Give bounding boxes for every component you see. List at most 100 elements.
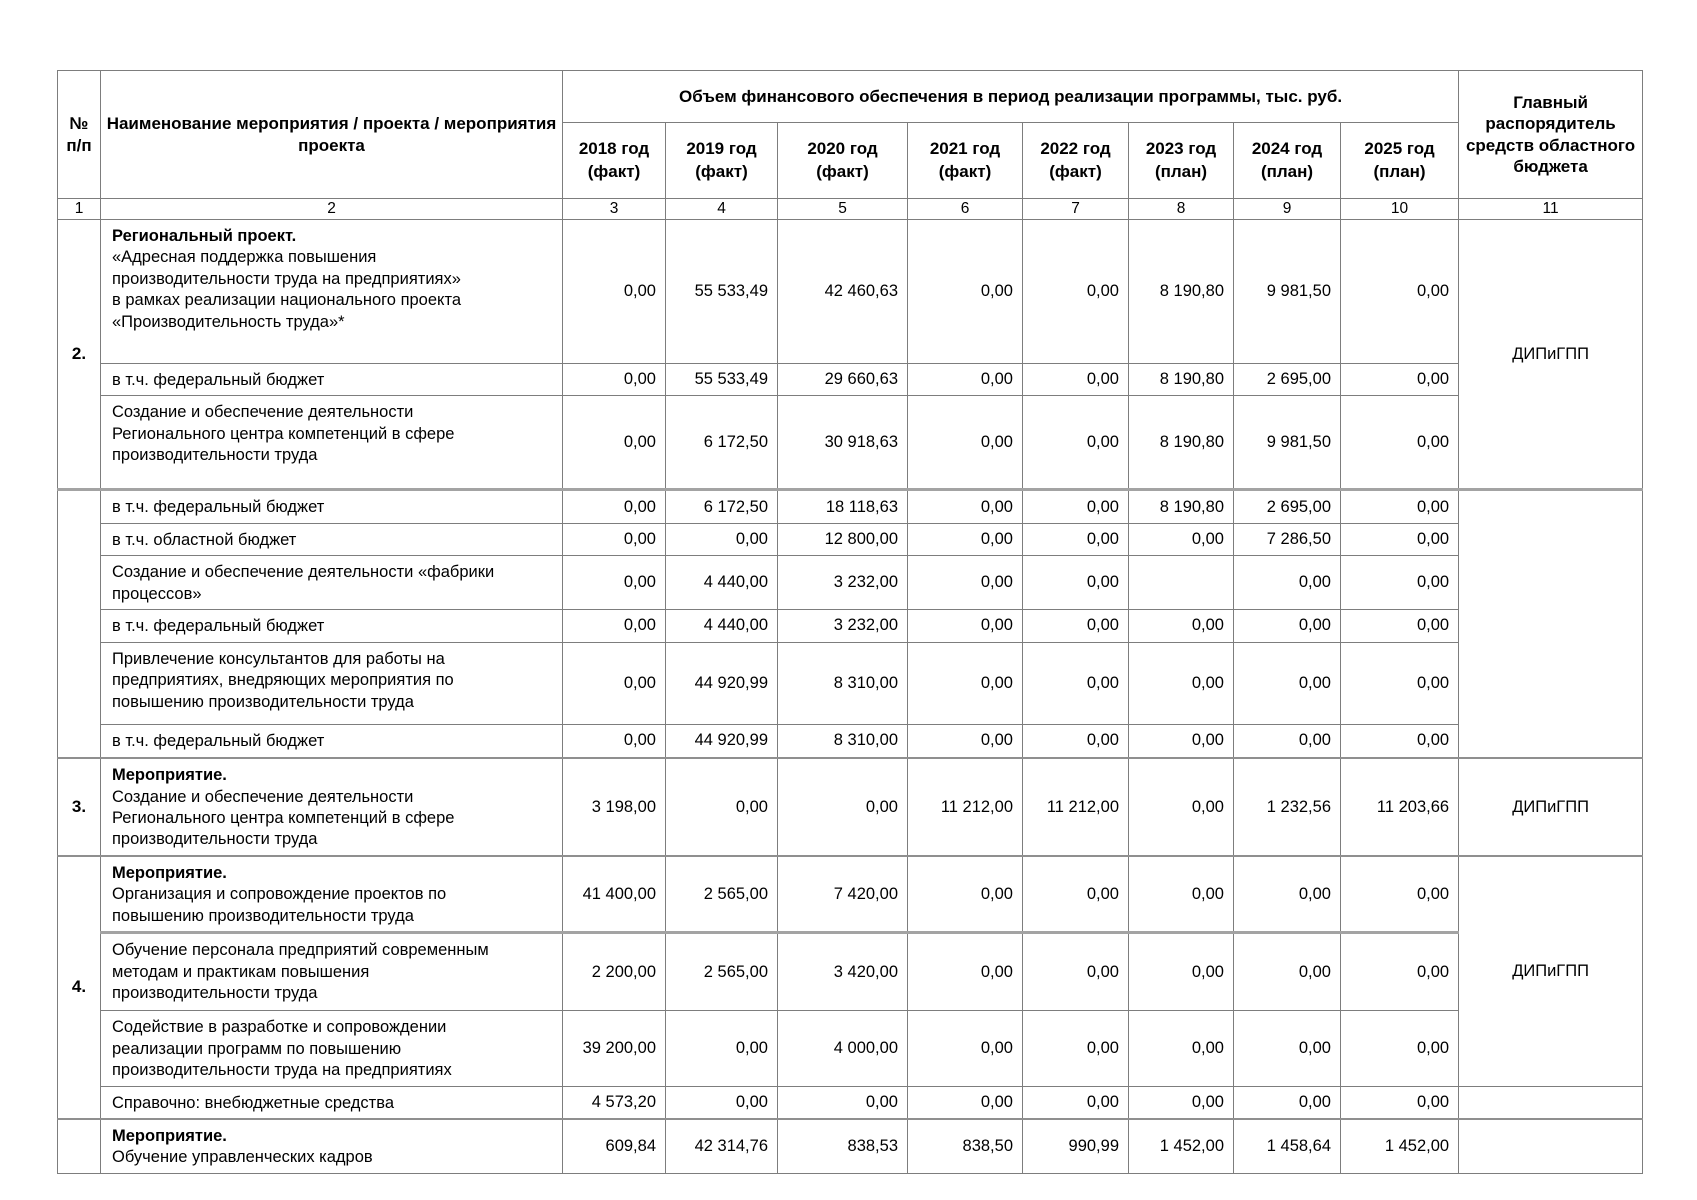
column-index-5: 5 (777, 198, 908, 220)
value-cell: 0,00 (1339, 1010, 1460, 1087)
header-year-2018: 2018 год (факт) (562, 122, 666, 199)
value-cell: 0,00 (665, 1085, 778, 1120)
value-cell: 0,00 (1022, 1085, 1129, 1120)
activity-name: Региональный проект. «Адресная поддержка … (100, 219, 563, 364)
value-cell: 0,00 (1339, 609, 1460, 643)
value-cell: 0,00 (1128, 931, 1234, 1012)
value-cell: 2 695,00 (1233, 488, 1341, 524)
value-cell: 0,00 (1128, 854, 1234, 934)
row-number: 2. (57, 218, 101, 491)
value-cell: 0,00 (1339, 522, 1460, 557)
column-index-3: 3 (562, 198, 666, 220)
column-index-8: 8 (1128, 198, 1234, 220)
value-cell: 0,00 (1022, 641, 1129, 725)
row-number (57, 488, 101, 759)
value-cell: 3 232,00 (777, 555, 908, 611)
activity-name: Обучение персонала предприятий современн… (100, 931, 563, 1012)
value-cell: 0,00 (777, 757, 908, 857)
value-cell: 4 440,00 (665, 555, 778, 611)
value-cell: 8 310,00 (777, 641, 908, 725)
value-cell: 0,00 (907, 488, 1023, 524)
value-cell: 6 172,50 (665, 488, 778, 524)
value-cell: 0,00 (1128, 1010, 1234, 1087)
table-row: в т.ч. областной бюджет 0,00 0,00 12 800,00… (58, 522, 1643, 557)
value-cell: 18 118,63 (777, 488, 908, 524)
value-cell: 0,00 (1022, 219, 1129, 364)
value-cell: 2 565,00 (665, 931, 778, 1012)
value-cell: 0,00 (907, 362, 1023, 397)
value-cell: 55 533,49 (665, 362, 778, 397)
value-cell: 0,00 (1022, 555, 1129, 611)
value-cell: 9 981,50 (1233, 219, 1341, 364)
header-grbs: Главный распорядитель средств областного… (1458, 70, 1644, 199)
value-cell: 0,00 (1339, 362, 1460, 397)
value-cell: 0,00 (665, 757, 778, 857)
activity-name: Содействие в разработке и сопровождении … (100, 1010, 563, 1087)
table-row: Справочно: внебюджетные средства 4 573,20… (58, 1085, 1644, 1120)
value-cell: 1 452,00 (1128, 1117, 1234, 1174)
header-year-2019: 2019 год (факт) (665, 122, 778, 199)
column-index-4: 4 (665, 198, 778, 220)
value-cell: 1 458,64 (1233, 1117, 1341, 1174)
value-cell: 0,00 (1233, 555, 1341, 611)
value-cell: 0,00 (907, 931, 1023, 1012)
value-cell: 0,00 (1128, 641, 1234, 725)
header-year-2025: 2025 год (план) (1339, 122, 1460, 199)
activity-name: Мероприятие. Обучение управленческих кадр… (100, 1117, 563, 1174)
header-finance-group: Объем финансового обеспечения в период р… (561, 70, 1460, 123)
value-cell: 1 452,00 (1339, 1117, 1460, 1174)
value-cell: 3 232,00 (777, 609, 908, 643)
value-cell: 0,00 (1022, 609, 1129, 643)
value-cell: 0,00 (1339, 219, 1460, 364)
value-cell: 4 573,20 (562, 1085, 666, 1120)
value-cell: 41 400,00 (562, 854, 666, 934)
value-cell: 0,00 (1339, 555, 1460, 611)
value-cell: 42 314,76 (665, 1117, 778, 1174)
value-cell: 0,00 (1339, 488, 1460, 524)
value-cell: 2 565,00 (665, 854, 778, 934)
grbs-cell (1458, 1117, 1644, 1174)
row-number: 3. (57, 757, 101, 857)
table-row: Содействие в разработке и сопровождении … (58, 1010, 1643, 1087)
activity-name: Справочно: внебюджетные средства (100, 1085, 563, 1120)
header-row-group: № п/п Наименование мероприятия / проекта… (57, 70, 1644, 199)
value-cell: 0,00 (907, 723, 1023, 759)
value-cell: 0,00 (1339, 854, 1460, 934)
activity-name: в т.ч. областной бюджет (100, 522, 563, 557)
finance-table: № п/п Наименование мероприятия / проекта… (57, 70, 1644, 1174)
value-cell: 0,00 (1233, 931, 1341, 1012)
value-cell: 0,00 (1022, 854, 1129, 934)
value-cell: 0,00 (907, 219, 1023, 364)
value-cell: 0,00 (907, 609, 1023, 643)
table-row: Привлечение консультантов для работы на … (58, 641, 1643, 725)
value-cell: 0,00 (562, 641, 666, 725)
value-cell: 42 460,63 (777, 219, 908, 364)
value-cell: 0,00 (1128, 723, 1234, 759)
value-cell: 0,00 (1022, 488, 1129, 524)
value-cell: 0,00 (1339, 1085, 1460, 1120)
value-cell: 0,00 (1339, 395, 1460, 491)
activity-name: Создание и обеспечение деятельности «фаб… (100, 555, 563, 611)
value-cell: 7 286,50 (1233, 522, 1341, 557)
value-cell: 11 212,00 (907, 757, 1023, 857)
column-index-9: 9 (1233, 198, 1341, 220)
value-cell: 838,50 (907, 1117, 1023, 1174)
value-cell: 0,00 (1022, 362, 1129, 397)
value-cell: 0,00 (1022, 395, 1129, 491)
value-cell: 11 203,66 (1339, 757, 1460, 857)
activity-name: Привлечение консультантов для работы на … (100, 641, 563, 725)
value-cell: 0,00 (1233, 723, 1341, 759)
value-cell: 0,00 (562, 219, 666, 364)
value-cell: 0,00 (562, 522, 666, 557)
header-row-years: 2018 год (факт) 2019 год (факт) 2020 год (фак… (58, 122, 1643, 199)
activity-name: в т.ч. федеральный бюджет (100, 723, 563, 759)
value-cell: 6 172,50 (665, 395, 778, 491)
activity-name: Мероприятие. Создание и обеспечение деяте… (100, 757, 563, 857)
value-cell: 0,00 (1022, 1010, 1129, 1087)
grbs-cell: ДИПиГПП (1458, 218, 1644, 491)
value-cell: 0,00 (1022, 931, 1129, 1012)
value-cell: 0,00 (1339, 931, 1460, 1012)
grbs-cell: ДИПиГПП (1458, 854, 1644, 1087)
table-row: 3. Мероприятие. Создание и обеспечение дея… (57, 757, 1644, 857)
activity-name: Мероприятие. Организация и сопровождение … (100, 854, 563, 934)
